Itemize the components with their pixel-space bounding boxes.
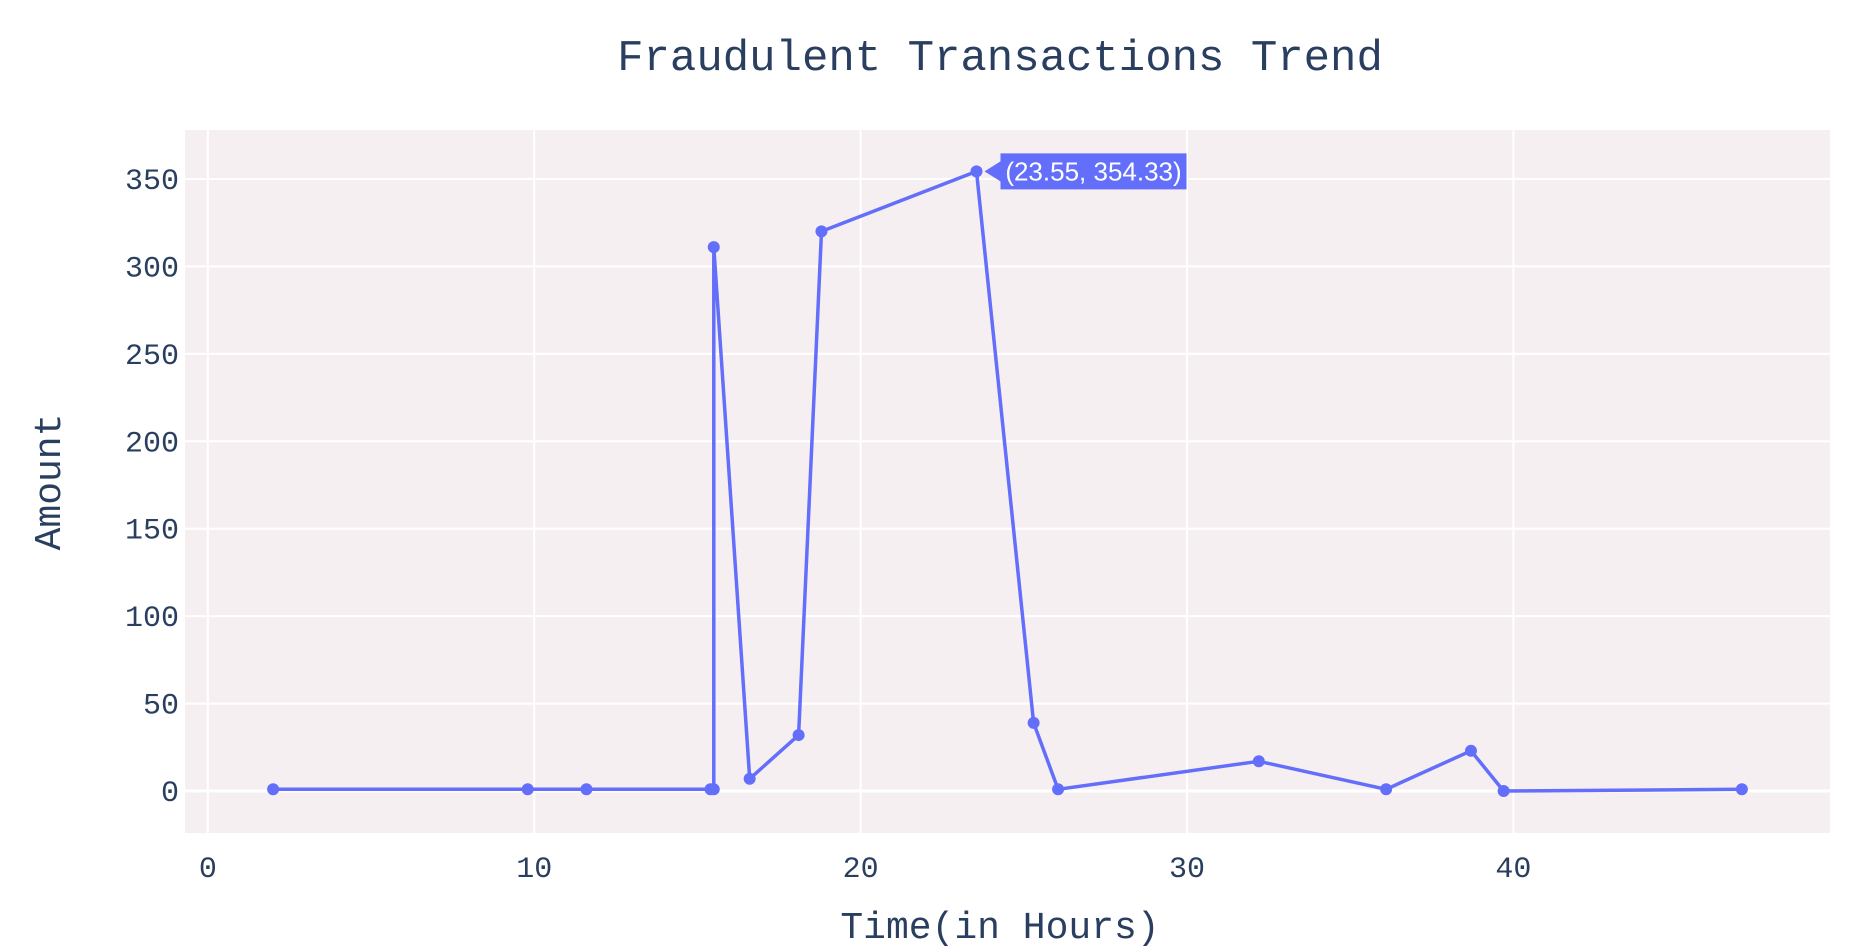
y-tick-label: 0 — [161, 777, 179, 811]
data-point[interactable] — [1464, 744, 1477, 757]
y-tick-label: 350 — [125, 165, 179, 199]
data-point[interactable] — [580, 783, 593, 796]
y-tick-label: 200 — [125, 427, 179, 461]
data-point[interactable] — [1497, 785, 1510, 798]
x-tick-label: 20 — [843, 853, 879, 887]
y-tick-label: 150 — [125, 515, 179, 549]
hover-layer: (23.55, 354.33) — [984, 153, 1187, 190]
data-point[interactable] — [707, 783, 720, 796]
hover-tooltip-text: (23.55, 354.33) — [1005, 156, 1181, 186]
data-point[interactable] — [970, 165, 983, 178]
data-point[interactable] — [792, 729, 805, 742]
x-tick-label: 40 — [1495, 853, 1531, 887]
x-axis-title: Time(in Hours) — [840, 907, 1159, 950]
data-point[interactable] — [1252, 755, 1265, 768]
data-point[interactable] — [743, 772, 756, 785]
axis-ticks: 0 10 20 30 40 0 50 100 150 200 250 300 350 — [125, 165, 1531, 887]
y-tick-label: 100 — [125, 602, 179, 636]
data-point[interactable] — [1735, 783, 1748, 796]
data-point[interactable] — [1027, 716, 1040, 729]
data-point[interactable] — [815, 225, 828, 238]
y-axis-title: Amount — [29, 414, 72, 551]
series-layer — [267, 165, 1748, 798]
data-point[interactable] — [707, 241, 720, 254]
x-tick-label: 10 — [516, 853, 552, 887]
hover-tooltip-box — [984, 153, 1187, 190]
y-tick-label: 50 — [143, 690, 179, 724]
data-point[interactable] — [1052, 783, 1065, 796]
data-point[interactable] — [267, 783, 280, 796]
y-tick-label: 300 — [125, 252, 179, 286]
y-tick-label: 250 — [125, 340, 179, 374]
chart-title: Fraudulent Transactions Trend — [617, 34, 1383, 84]
data-point[interactable] — [521, 783, 534, 796]
x-tick-label: 30 — [1169, 853, 1205, 887]
x-tick-label: 0 — [199, 853, 217, 887]
grid-lines — [185, 130, 1830, 833]
data-point[interactable] — [1380, 783, 1393, 796]
